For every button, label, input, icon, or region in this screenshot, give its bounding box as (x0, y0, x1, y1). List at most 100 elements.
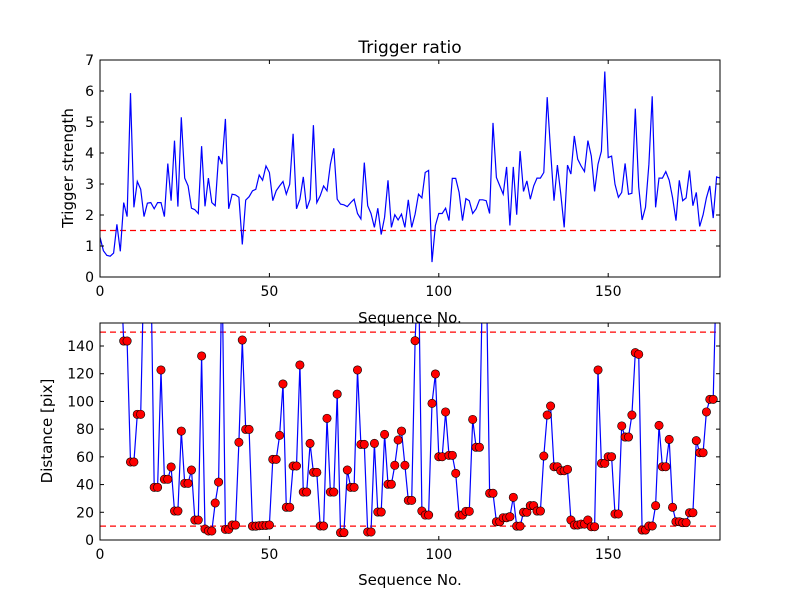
data-point (295, 360, 305, 370)
data-point (627, 410, 637, 420)
data-point (278, 379, 288, 389)
data-point (210, 498, 220, 508)
data-point (386, 479, 396, 489)
data-point (617, 421, 627, 431)
y-tick-label: 120 (67, 367, 94, 383)
data-point (359, 439, 369, 449)
y-tick-label: 6 (85, 84, 94, 100)
axes-frame (99, 322, 721, 541)
data-point (237, 335, 247, 345)
data-point (244, 424, 254, 434)
y-tick-label: 0 (85, 533, 94, 549)
data-point (647, 521, 657, 531)
data-point (546, 401, 556, 411)
data-point (143, 259, 151, 267)
data-point (136, 409, 146, 419)
data-point (376, 507, 386, 517)
data-point (607, 452, 617, 462)
data-point (451, 468, 461, 478)
data-point (207, 526, 217, 536)
x-tick-label: 50 (260, 284, 278, 300)
data-point (349, 482, 359, 492)
top-x-axis-label: Sequence No. (358, 309, 462, 327)
bottom-y-axis-label: Distance [pix] (38, 379, 56, 484)
data-point (305, 438, 315, 448)
data-point (129, 457, 139, 467)
data-point (153, 482, 163, 492)
data-point (218, 259, 226, 267)
bottom-x-axis-label: Sequence No. (358, 571, 462, 589)
data-point (488, 488, 498, 498)
data-point (393, 435, 403, 445)
plot-area (100, 259, 720, 538)
data-point (166, 462, 176, 472)
data-point (285, 502, 295, 512)
x-tick-label: 0 (96, 547, 105, 563)
data-point (163, 474, 173, 484)
data-point (329, 487, 339, 497)
data-point (447, 450, 457, 460)
data-point (613, 509, 623, 519)
y-tick-label: 5 (85, 115, 94, 131)
x-tick-label: 100 (425, 284, 452, 300)
y-tick-label: 60 (76, 450, 94, 466)
data-point (197, 351, 207, 361)
data-point (698, 448, 708, 458)
data-point (103, 259, 111, 267)
data-point (542, 410, 552, 420)
data-point (563, 464, 573, 474)
data-point (668, 502, 678, 512)
data-point (116, 259, 124, 267)
chart-title: Trigger ratio (357, 38, 461, 58)
axes-frame (99, 59, 721, 278)
data-point (664, 434, 674, 444)
y-tick-label: 4 (85, 146, 94, 162)
x-tick-label: 150 (595, 547, 622, 563)
data-point (183, 478, 193, 488)
data-point (482, 259, 490, 267)
data-point (688, 508, 698, 518)
data-point (441, 407, 451, 417)
data-point (366, 527, 376, 537)
data-point (691, 436, 701, 446)
bottom-axes: 0 50 100 150 0 20 40 60 80 100 120 140 (67, 259, 721, 563)
data-point (651, 501, 661, 511)
y-tick-label: 1 (85, 239, 94, 255)
data-point (681, 518, 691, 528)
data-point (122, 336, 132, 346)
data-point (654, 420, 664, 430)
x-tick-label: 100 (425, 547, 452, 563)
data-point (264, 520, 274, 530)
data-point (410, 336, 420, 346)
data-point (234, 437, 244, 447)
data-point (468, 414, 478, 424)
data-point (271, 454, 281, 464)
y-tick-label: 2 (85, 208, 94, 224)
data-point (400, 460, 410, 470)
plot-area (100, 71, 720, 263)
data-point (275, 430, 285, 440)
data-point (302, 487, 312, 497)
data-point (173, 506, 183, 516)
data-point (186, 465, 196, 475)
data-point (322, 413, 332, 423)
data-point (147, 259, 155, 267)
data-point (390, 460, 400, 470)
x-tick-label: 150 (595, 284, 622, 300)
top-y-axis-label: Trigger strength (59, 108, 77, 229)
y-tick-label: 7 (85, 53, 94, 69)
x-tick-label: 0 (96, 284, 105, 300)
y-tick-label: 3 (85, 177, 94, 193)
data-point (424, 510, 434, 520)
data-point (407, 495, 417, 505)
data-point (505, 512, 515, 522)
y-tick-label: 40 (76, 478, 94, 494)
data-point (427, 398, 437, 408)
data-point (464, 506, 474, 516)
data-point (140, 259, 148, 267)
data-point (515, 521, 525, 531)
data-point (593, 365, 603, 375)
data-point (231, 520, 241, 530)
data-point (590, 522, 600, 532)
y-tick-label: 100 (67, 394, 94, 410)
